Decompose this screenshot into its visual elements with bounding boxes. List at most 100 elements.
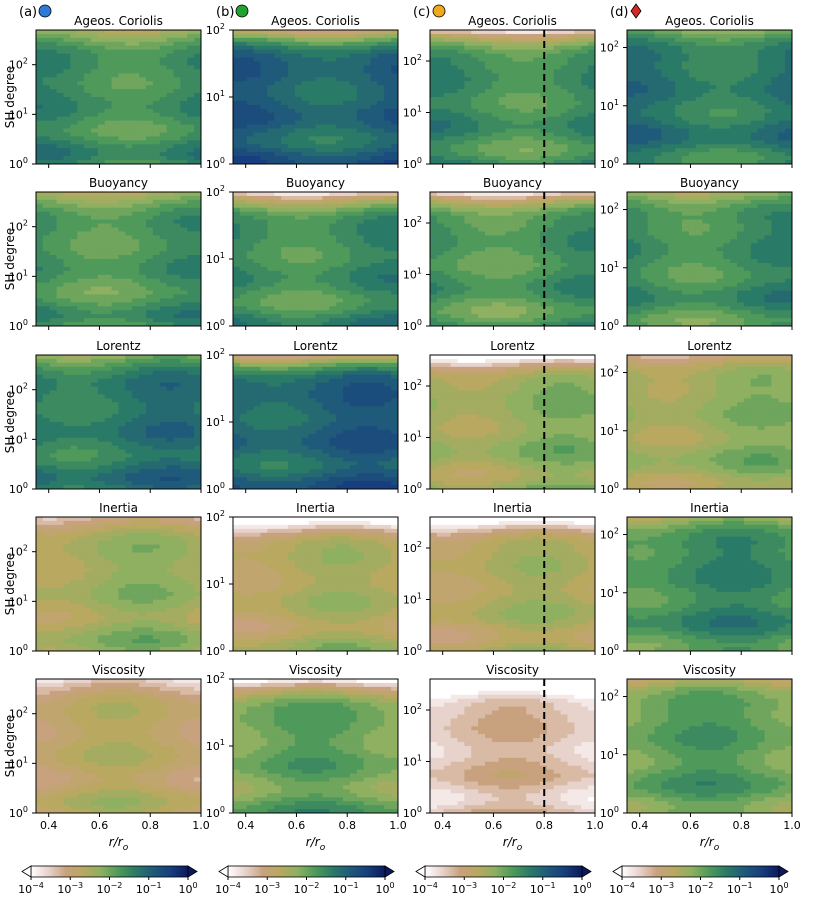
heatmap-cell bbox=[77, 378, 85, 384]
heatmap-cell bbox=[384, 116, 392, 122]
heatmap-cell bbox=[180, 647, 188, 651]
heatmap-cell bbox=[97, 398, 106, 403]
heatmap-cell bbox=[70, 453, 78, 459]
heatmap-cell bbox=[132, 560, 140, 565]
heatmap-cell bbox=[49, 441, 58, 447]
heatmap-cell bbox=[56, 37, 65, 43]
heatmap-cell bbox=[49, 702, 58, 708]
heatmap-cell bbox=[36, 595, 44, 601]
heatmap-cell bbox=[63, 37, 71, 43]
heatmap-cell bbox=[146, 89, 154, 94]
heatmap-cell bbox=[104, 382, 113, 388]
heatmap-cell bbox=[159, 140, 168, 145]
heatmap-cell bbox=[233, 65, 241, 71]
heatmap-cell bbox=[36, 738, 44, 743]
heatmap-cell bbox=[187, 568, 195, 573]
heatmap-cell bbox=[63, 203, 71, 209]
heatmap-cell bbox=[84, 465, 92, 470]
heatmap-cell bbox=[111, 255, 120, 260]
heatmap-cell bbox=[146, 485, 154, 489]
heatmap-cell bbox=[152, 647, 161, 651]
heatmap-cell bbox=[288, 152, 296, 157]
heatmap-cell bbox=[36, 81, 44, 86]
heatmap-cell bbox=[132, 152, 140, 157]
heatmap-cell bbox=[125, 647, 133, 651]
heatmap-cell bbox=[36, 568, 44, 573]
heatmap-cell bbox=[281, 37, 289, 43]
heatmap-cell bbox=[159, 761, 168, 767]
heatmap-cell bbox=[97, 429, 106, 435]
heatmap-cell bbox=[308, 81, 317, 86]
heatmap-cell bbox=[152, 199, 161, 205]
heatmap-cell bbox=[173, 302, 181, 307]
heatmap-cell bbox=[152, 769, 161, 775]
heatmap-cell bbox=[77, 682, 85, 688]
heatmap-cell bbox=[77, 108, 85, 114]
heatmap-cell bbox=[91, 465, 99, 470]
heatmap-cell bbox=[118, 702, 126, 708]
heatmap-cell bbox=[146, 77, 154, 82]
heatmap-cell bbox=[152, 49, 161, 55]
heatmap-cell bbox=[187, 207, 195, 213]
heatmap-cell bbox=[36, 247, 44, 252]
heatmap-cell bbox=[97, 362, 106, 368]
heatmap-cell bbox=[84, 231, 92, 236]
heatmap-cell bbox=[97, 402, 106, 407]
heatmap-cell bbox=[70, 100, 78, 106]
heatmap-cell bbox=[49, 85, 58, 90]
heatmap-cell bbox=[104, 77, 113, 82]
heatmap-cell bbox=[159, 120, 168, 126]
heatmap-cell bbox=[42, 726, 51, 731]
heatmap-cell bbox=[84, 247, 92, 252]
heatmap-cell bbox=[56, 108, 65, 114]
heatmap-cell bbox=[36, 227, 44, 233]
heatmap-cell bbox=[377, 53, 385, 59]
heatmap-cell bbox=[267, 57, 275, 63]
heatmap-cell bbox=[104, 278, 113, 284]
heatmap-cell bbox=[36, 104, 44, 110]
heatmap-cell bbox=[97, 445, 106, 451]
heatmap-cell bbox=[118, 552, 126, 558]
heatmap-cell bbox=[49, 429, 58, 435]
heatmap-cell bbox=[91, 540, 99, 546]
heatmap-cell bbox=[274, 93, 282, 98]
heatmap-cell bbox=[139, 366, 147, 372]
heatmap-cell bbox=[391, 89, 398, 94]
heatmap-cell bbox=[166, 437, 175, 443]
heatmap-cell bbox=[63, 358, 71, 364]
heatmap-cell bbox=[49, 97, 58, 102]
heatmap-cell bbox=[146, 595, 154, 601]
heatmap-cell bbox=[104, 481, 113, 486]
heatmap-cell bbox=[77, 370, 85, 376]
heatmap-cell bbox=[42, 465, 51, 470]
heatmap-cell bbox=[49, 136, 58, 141]
heatmap-cell bbox=[166, 73, 175, 78]
heatmap-cell bbox=[56, 749, 65, 755]
heatmap-cell bbox=[187, 425, 195, 431]
heatmap-cell bbox=[152, 473, 161, 478]
heatmap-cell bbox=[349, 104, 358, 110]
heatmap-cell bbox=[173, 623, 181, 628]
heatmap-cell bbox=[166, 93, 175, 98]
heatmap-cell bbox=[36, 686, 44, 692]
heatmap-cell bbox=[36, 362, 44, 368]
heatmap-cell bbox=[84, 805, 92, 810]
heatmap-cell bbox=[194, 81, 201, 86]
heatmap-cell bbox=[70, 793, 78, 798]
heatmap-cell bbox=[56, 757, 65, 763]
heatmap-cell bbox=[194, 410, 201, 415]
heatmap-cell bbox=[294, 77, 303, 82]
heatmap-cell bbox=[173, 777, 181, 783]
heatmap-cell bbox=[63, 694, 71, 700]
heatmap-cell bbox=[63, 144, 71, 149]
heatmap-cell bbox=[180, 274, 188, 280]
heatmap-cell bbox=[91, 552, 99, 558]
heatmap-cell bbox=[356, 104, 365, 110]
heatmap-cell bbox=[56, 710, 65, 716]
heatmap-cell bbox=[70, 801, 78, 806]
heatmap-cell bbox=[84, 477, 92, 482]
heatmap-cell bbox=[49, 382, 58, 388]
heatmap-cell bbox=[70, 65, 78, 71]
heatmap-cell bbox=[104, 116, 113, 122]
heatmap-cell bbox=[349, 140, 358, 145]
